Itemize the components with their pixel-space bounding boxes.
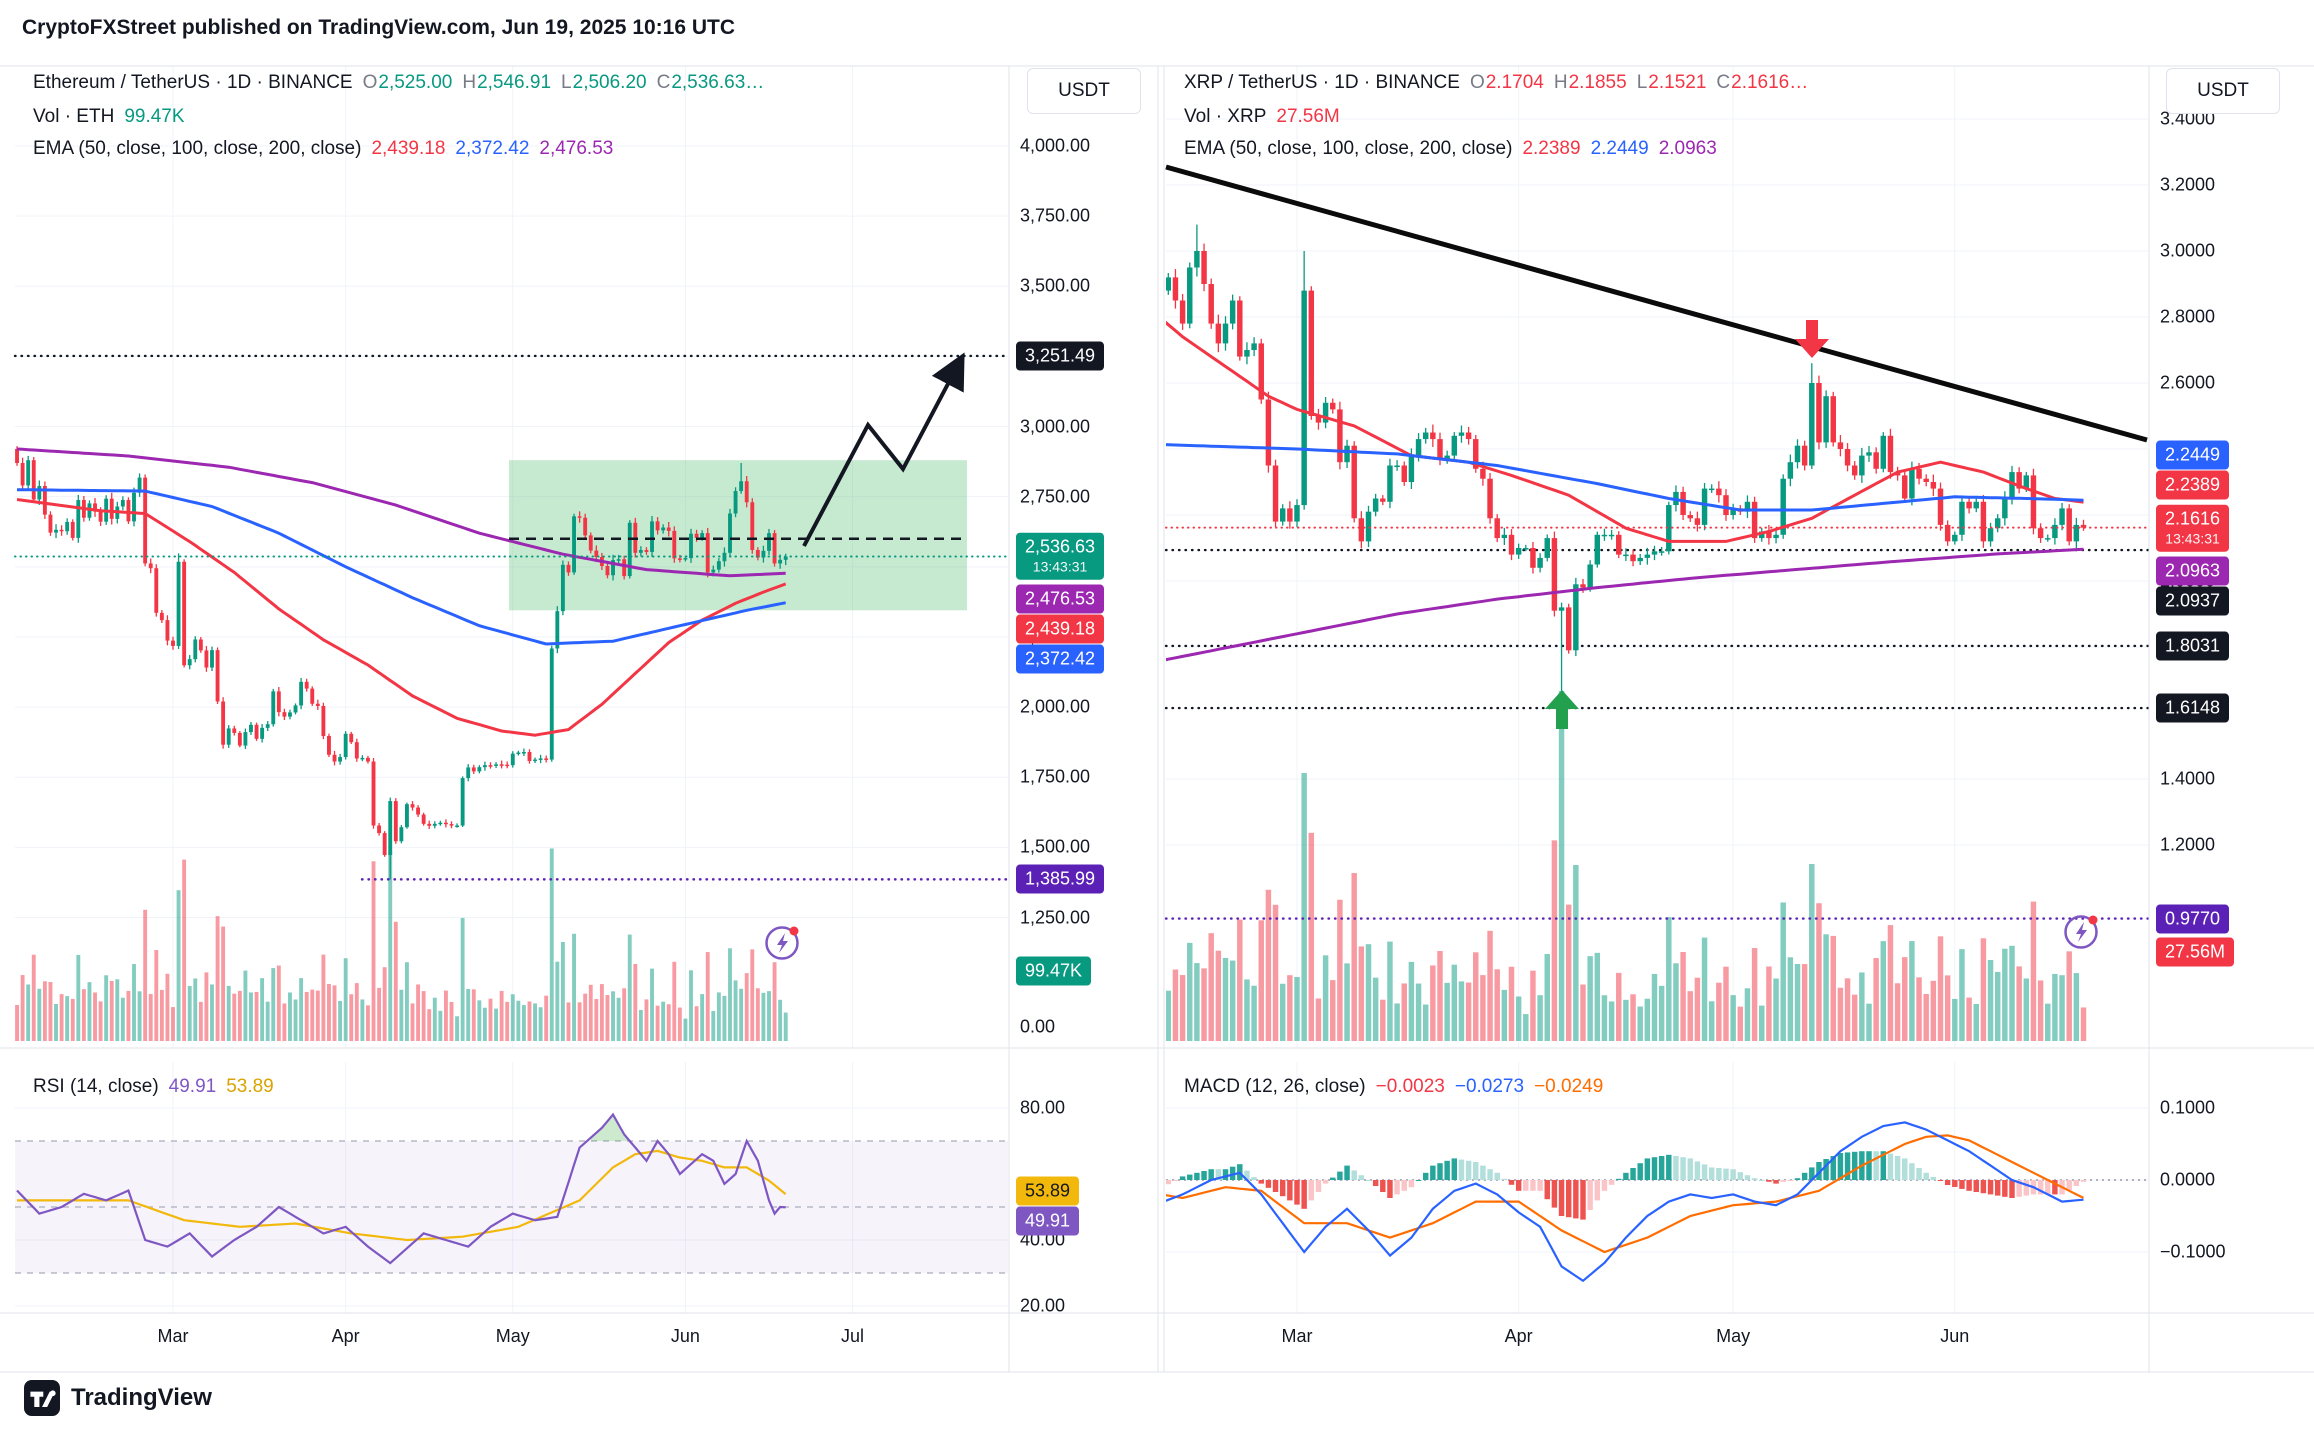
highlight-zone (509, 460, 967, 611)
footer: TradingView (24, 1380, 212, 1416)
rsi-pane (15, 1112, 1008, 1274)
up-arrow (1545, 690, 1579, 729)
trendline (1165, 164, 2148, 443)
volume-bars (15, 848, 788, 1041)
ema-lines (16, 447, 787, 737)
footer-brand[interactable]: TradingView (71, 1384, 212, 1411)
candles (1166, 224, 2087, 710)
tradingview-logo-icon[interactable] (24, 1380, 60, 1416)
flash-icon (765, 926, 799, 960)
macd-pane (1166, 1121, 2148, 1283)
flash-icon (2064, 915, 2098, 949)
volume-bars (1166, 691, 2087, 1041)
attribution: CryptoFXStreet published on TradingView.… (22, 16, 736, 39)
candles (15, 446, 788, 880)
ema-lines (1166, 320, 2084, 662)
down-arrow (1795, 320, 1829, 358)
currency-button-eth[interactable]: USDT (1027, 68, 1141, 114)
projection-arrow (802, 352, 965, 547)
currency-button-xrp[interactable]: USDT (2166, 68, 2280, 114)
